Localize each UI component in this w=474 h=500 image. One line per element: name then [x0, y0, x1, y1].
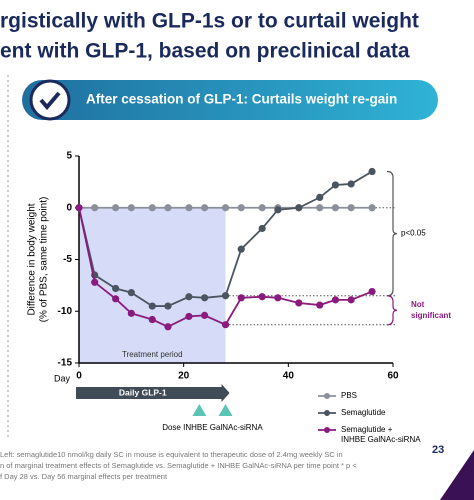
data-point [91, 278, 99, 286]
data-point [368, 287, 376, 296]
data-point [368, 204, 376, 212]
data-point [148, 315, 156, 324]
data-point [201, 311, 209, 319]
legend-marker [324, 427, 330, 433]
dose-marker [192, 404, 207, 416]
data-point [221, 204, 230, 212]
y-tick-label: 5 [66, 151, 72, 162]
x-tick-label: 40 [283, 371, 295, 382]
data-point [258, 293, 266, 301]
check-mark [39, 91, 61, 111]
data-point [237, 204, 245, 212]
data-point [127, 289, 135, 297]
data-point [316, 193, 324, 201]
legend-marker [324, 410, 330, 416]
data-point [316, 204, 324, 212]
data-point [201, 294, 209, 302]
title-line: ent with GLP-1, based on preclinical dat… [0, 40, 410, 63]
data-point [237, 245, 245, 253]
data-point [164, 302, 172, 310]
dose-marker [218, 404, 233, 416]
data-point [185, 312, 193, 321]
footnote: Left: semaglutide10 nmol/kg daily SC in … [0, 450, 343, 459]
legend-label: Semaglutide + INHBE GalNAc-siRNA [341, 425, 421, 444]
page-number: 23 [432, 444, 444, 456]
x-tick-label: 20 [178, 371, 190, 382]
check-icon [29, 79, 71, 121]
data-point [274, 206, 282, 214]
data-point [112, 284, 120, 293]
data-point [347, 296, 355, 304]
data-point [185, 293, 193, 301]
x-axis-label: Day [54, 373, 71, 383]
data-point [127, 309, 135, 317]
y-tick-label: -5 [63, 254, 72, 265]
treatment-label: Treatment period [122, 350, 183, 359]
legend-marker [324, 393, 330, 399]
data-point [221, 321, 230, 329]
legend-label: Semaglutide [341, 408, 386, 417]
data-point [164, 323, 172, 331]
arrow-label: Daily GLP-1 [119, 387, 167, 397]
data-point [295, 299, 303, 307]
y-axis-label: (% of PBS, same time point) [39, 197, 50, 323]
banner-text: After cessation of GLP-1: Curtails weigh… [86, 92, 397, 107]
data-point [347, 204, 355, 212]
arrow [76, 384, 230, 402]
dose-label: Dose INHBE GalNAc-siRNA [162, 423, 263, 432]
data-point [258, 224, 266, 233]
treatment-period [79, 207, 226, 363]
data-point [221, 292, 230, 300]
y-tick-label: -10 [58, 306, 73, 317]
y-tick-label: -15 [58, 358, 73, 369]
data-point [274, 294, 282, 302]
data-point [331, 204, 340, 212]
footnote: f Day 28 vs. Day 56 marginal effects per… [0, 472, 168, 481]
title-line: rgistically with GLP-1s or to curtail we… [0, 10, 419, 33]
data-point [347, 180, 355, 188]
data-point [91, 204, 99, 212]
banner [22, 80, 438, 120]
data-point [112, 295, 120, 303]
data-point [75, 204, 83, 212]
x-tick-label: 60 [387, 371, 399, 382]
data-point [331, 181, 340, 189]
corner-decoration [440, 450, 474, 500]
data-point [237, 294, 245, 302]
annotation: p<0.05 [401, 229, 426, 238]
data-point [201, 204, 209, 212]
data-point [316, 301, 324, 309]
y-axis-label: Difference in body weight [27, 203, 38, 315]
y-tick-label: 0 [66, 202, 72, 213]
data-point [148, 302, 156, 310]
bracket [386, 295, 398, 326]
bracket [386, 170, 398, 297]
data-point [127, 204, 135, 212]
data-point [185, 204, 193, 212]
legend-label: PBS [341, 391, 357, 400]
data-point [331, 296, 340, 304]
data-point [164, 204, 172, 212]
data-point [112, 204, 120, 212]
data-point [295, 204, 303, 212]
data-point [258, 204, 266, 212]
annotation: Not significant [411, 300, 451, 320]
footnote: n of marginal treatment effects of Semag… [0, 461, 357, 470]
data-point [368, 167, 376, 176]
x-tick-label: 0 [76, 371, 82, 382]
data-point [148, 204, 156, 212]
